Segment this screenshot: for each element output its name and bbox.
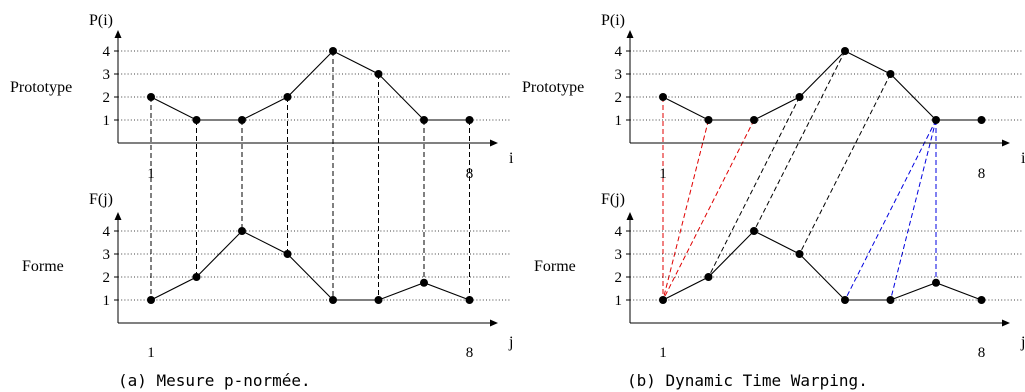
y-axis-arrow [626,212,634,220]
forme-curve [662,230,982,301]
alignment-line [799,73,891,255]
caption: (a) Mesure p-normée. [118,371,311,390]
alignment-line [708,96,800,278]
forme-point [977,296,986,304]
y-axis-arrow [114,212,122,220]
forme-point [283,250,292,258]
y-tick-label: 3 [615,67,623,83]
y-axis-label: P(i) [601,12,625,29]
prototype-point [420,116,428,124]
prototype-point [841,47,849,55]
y-axis-label: F(j) [601,191,625,208]
prototype-point [886,70,895,78]
y-axis-label: F(j) [89,191,113,208]
y-tick-label: 4 [615,44,623,60]
forme-point [750,227,758,235]
prototype-point [795,93,804,101]
y-tick-label: 3 [103,67,111,83]
x-tick-label: 1 [147,345,155,361]
alignment-connections [662,50,937,301]
x-axis-label: i [1021,150,1025,167]
x-axis-arrow [490,319,498,327]
prototype-curve [150,50,470,121]
forme-point [932,278,940,287]
prototype-point [192,116,201,124]
forme-point [420,278,428,287]
y-tick-label: 1 [615,293,623,309]
x-axis-arrow [1002,319,1010,327]
forme-point [841,296,849,304]
y-axis-arrow [626,30,634,38]
prototype-label: Prototype [522,79,584,96]
prototype-curve [662,50,982,121]
alignment-line [662,119,709,301]
y-tick-label: 4 [615,224,623,240]
prototype-point [329,47,337,55]
forme-point [886,296,895,304]
x-axis-arrow [1002,139,1010,147]
forme-label: Forme [534,258,576,275]
alignment-line [844,119,937,301]
x-tick-label: 1 [147,166,155,182]
forme-point [329,296,337,304]
panel-p-norm: 1 2 3 4 P(i) i Prototype 1 8 1 2 3 4 F(j) j Forme 1 8 (a) … [10,12,514,390]
y-axis-label: P(i) [89,12,113,29]
panel-dtw: 1 2 3 4 P(i) i Prototype 1 8 1 2 3 4 F(j) j Forme 1 8 (b) … [522,12,1025,390]
y-tick-label: 2 [615,90,623,106]
x-tick-label: 8 [978,166,986,182]
forme-point [659,296,667,304]
prototype-point [932,116,940,124]
y-tick-label: 2 [103,90,111,106]
forme-point [465,296,474,304]
x-axis-label: j [1020,334,1025,351]
x-axis-arrow [490,139,498,147]
x-tick-label: 8 [466,345,474,361]
alignment-line [890,119,937,301]
y-tick-label: 2 [103,270,111,286]
prototype-point [283,93,292,101]
y-tick-label: 1 [103,113,111,129]
forme-point [147,296,155,304]
y-tick-label: 1 [103,293,111,309]
prototype-point [238,116,246,124]
prototype-point [659,93,667,101]
alignment-line [753,50,846,232]
x-tick-label: 8 [466,166,474,182]
x-tick-label: 1 [659,345,667,361]
x-tick-label: 8 [978,345,986,361]
forme-point [704,273,713,281]
alignment-line [662,119,755,301]
x-axis-label: j [508,334,513,351]
x-axis-label: i [509,150,514,167]
prototype-point [750,116,758,124]
y-tick-label: 1 [615,113,623,129]
y-tick-label: 4 [103,44,111,60]
forme-label: Forme [22,258,64,275]
forme-point [238,227,246,235]
prototype-point [704,116,713,124]
forme-point [374,296,383,304]
alignment-connections [150,51,470,300]
prototype-point [977,116,986,124]
y-tick-label: 4 [103,224,111,240]
prototype-point [147,93,155,101]
prototype-point [465,116,474,124]
forme-point [192,273,201,281]
y-tick-label: 3 [615,247,623,263]
x-tick-label: 1 [659,166,667,182]
prototype-label: Prototype [10,79,72,96]
y-axis-arrow [114,30,122,38]
y-tick-label: 2 [615,270,623,286]
prototype-point [374,70,383,78]
forme-point [795,250,804,258]
caption: (b) Dynamic Time Warping. [627,371,868,390]
forme-curve [150,230,470,301]
y-tick-label: 3 [103,247,111,263]
